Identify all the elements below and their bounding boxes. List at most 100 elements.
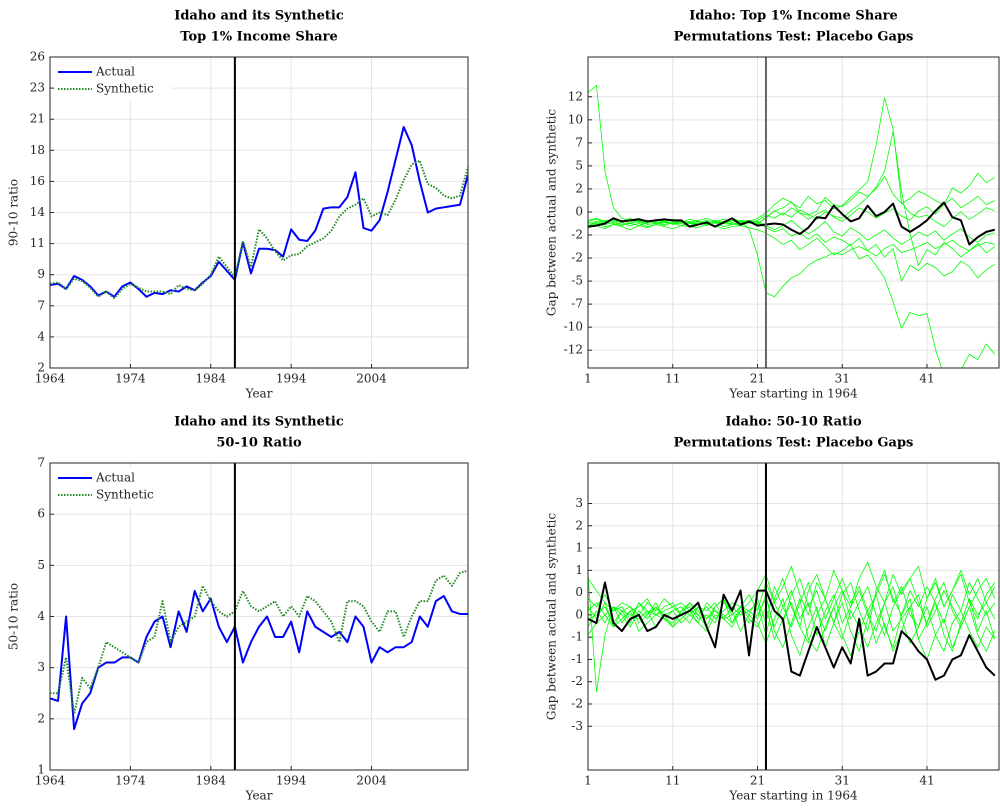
chart-subtitle: 50-10 Ratio	[216, 436, 302, 451]
y-tick-label: 3	[37, 660, 45, 674]
x-tick-label: 21	[750, 372, 765, 386]
chart-subtitle: Permutations Test: Placebo Gaps	[674, 436, 914, 451]
panel: Idaho: 50-10 Ratio Permutations Test: Pla…	[545, 415, 1000, 803]
panel: Idaho and its Synthetic Top 1% Income Sha…	[7, 9, 469, 401]
y-tick-label: 18	[30, 143, 45, 157]
series-line	[588, 573, 996, 624]
plot-frame	[49, 462, 469, 771]
legend-label: Synthetic	[96, 82, 154, 96]
x-tick-label: 1964	[35, 774, 66, 788]
x-axis-label: Year starting in 1964	[728, 789, 858, 803]
y-tick-label: -1	[571, 630, 583, 644]
y-tick-label: 0	[575, 585, 583, 599]
y-tick-label: 4	[37, 609, 45, 623]
y-tick-label: 14	[30, 205, 46, 219]
x-axis-label: Year	[245, 789, 273, 803]
series-line	[588, 201, 995, 246]
y-tick-label: 1	[575, 541, 583, 555]
y-tick-label: 3	[575, 496, 583, 510]
x-axis-label: Year	[245, 387, 273, 401]
y-tick-label: 2	[575, 181, 583, 195]
y-tick-label: -3	[571, 719, 583, 733]
chart-subtitle: Top 1% Income Share	[180, 30, 337, 45]
x-tick-label: 1994	[276, 372, 307, 386]
y-tick-label: 7	[37, 456, 45, 470]
chart-subtitle: Permutations Test: Placebo Gaps	[674, 30, 914, 45]
y-tick-label: 5	[37, 558, 45, 572]
legend-label: Actual	[95, 65, 135, 79]
series-line	[588, 219, 995, 245]
x-tick-label: 1974	[115, 774, 146, 788]
y-tick-label: 5	[575, 158, 583, 172]
plot-lines	[50, 463, 468, 770]
y-tick-label: -2	[571, 696, 583, 710]
legend: Actual Synthetic	[54, 467, 172, 507]
x-tick-label: 41	[919, 774, 934, 788]
x-tick-label: 1984	[195, 774, 226, 788]
y-tick-label: 11	[30, 236, 45, 250]
y-tick-label: 2	[37, 711, 45, 725]
chart-title: Idaho: 50-10 Ratio	[725, 415, 862, 430]
legend-label: Synthetic	[96, 488, 154, 502]
y-tick-label: -5	[571, 274, 583, 288]
y-tick-label: 7	[37, 298, 45, 312]
y-tick-label: -7	[571, 297, 583, 311]
y-tick-label: -2	[571, 674, 583, 688]
plot-lines	[588, 463, 996, 770]
x-tick-label: 1984	[195, 372, 226, 386]
y-axis-label: Gap between actual and synthetic	[545, 513, 559, 720]
series-line	[588, 219, 995, 298]
series-line	[50, 125, 468, 298]
y-tick-label: 7	[575, 135, 583, 149]
series-line	[588, 195, 995, 228]
legend-box	[54, 61, 172, 101]
chart-title: Idaho and its Synthetic	[174, 9, 344, 24]
series-line	[588, 561, 996, 628]
series-line	[588, 217, 995, 282]
y-tick-label: 21	[30, 112, 45, 126]
plot-frame	[587, 56, 1000, 369]
legend-label: Actual	[95, 471, 135, 485]
x-tick-label: 1964	[35, 372, 66, 386]
y-tick-label: 0	[575, 607, 583, 621]
y-tick-label: -2	[571, 251, 583, 265]
y-tick-label: -2	[571, 228, 583, 242]
x-tick-label: 2004	[356, 774, 387, 788]
series-line	[588, 578, 996, 636]
legend: Actual Synthetic	[54, 61, 172, 101]
plot-frame	[49, 56, 469, 369]
y-tick-label: 0	[575, 204, 583, 218]
y-tick-label: 16	[30, 174, 45, 188]
y-tick-label: -1	[571, 652, 583, 666]
x-tick-label: 11	[665, 774, 680, 788]
y-tick-label: 1	[575, 563, 583, 577]
x-tick-label: 21	[750, 774, 765, 788]
x-tick-label: 2004	[356, 372, 387, 386]
y-tick-label: 2	[37, 361, 45, 375]
plot-area	[588, 57, 999, 368]
panel: Idaho and its Synthetic 50-10 Ratio Year 50…	[7, 415, 469, 803]
plot-frame	[587, 462, 1000, 771]
y-tick-label: -10	[564, 320, 583, 334]
x-tick-label: 11	[665, 372, 680, 386]
y-tick-label: 6	[37, 507, 45, 521]
chart-title: Idaho and its Synthetic	[174, 415, 344, 430]
y-tick-label: 9	[37, 267, 45, 281]
y-tick-label: 12	[568, 89, 583, 103]
x-tick-label: 31	[835, 372, 850, 386]
y-tick-label: -12	[564, 343, 583, 357]
panel: Idaho: Top 1% Income Share Permutations T…	[545, 9, 1000, 401]
series-line	[588, 581, 996, 681]
series-line	[50, 589, 468, 731]
x-tick-label: 31	[835, 774, 850, 788]
x-tick-label: 1	[584, 774, 592, 788]
series-line	[50, 159, 468, 300]
y-axis-label: 50-10 ratio	[7, 583, 21, 650]
plot-lines	[588, 57, 996, 368]
y-tick-label: 26	[30, 50, 45, 64]
y-tick-label: 10	[568, 112, 583, 126]
y-axis-label: Gap between actual and synthetic	[545, 109, 559, 316]
y-tick-label: 1	[37, 763, 45, 777]
series-line	[50, 569, 468, 715]
